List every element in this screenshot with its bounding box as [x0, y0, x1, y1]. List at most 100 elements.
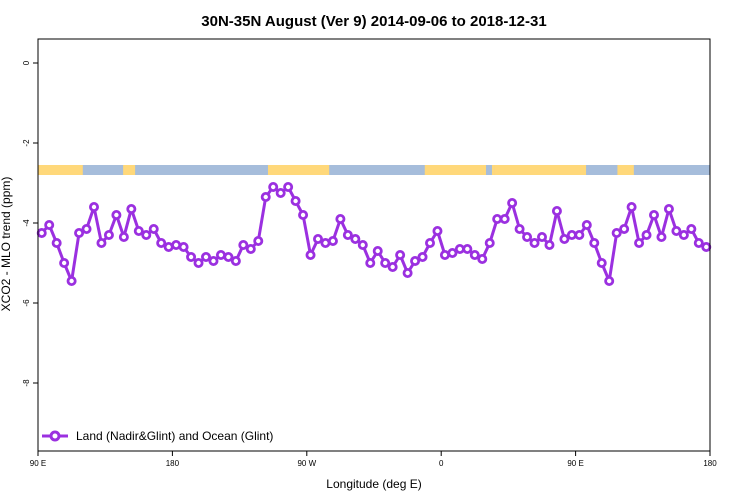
- y-tick-label: -6: [22, 299, 31, 307]
- data-point: [141, 229, 152, 240]
- data-point: [537, 231, 548, 242]
- data-point: [44, 219, 55, 230]
- y-axis-ticks: 0 -2 -4 -6 -8: [22, 60, 38, 387]
- data-point: [701, 241, 712, 252]
- land-band-segment: [617, 165, 634, 175]
- data-point: [238, 239, 249, 250]
- data-point: [103, 229, 114, 240]
- data-point: [74, 227, 85, 238]
- data-point: [335, 213, 346, 224]
- data-point: [365, 257, 376, 268]
- y-axis-label: XCO2 - MLO trend (ppm): [0, 177, 13, 312]
- series-layer: [36, 181, 712, 286]
- data-point: [126, 203, 137, 214]
- data-point: [656, 231, 667, 242]
- y-tick-label: -8: [22, 379, 31, 387]
- legend-label: Land (Nadir&Glint) and Ocean (Glint): [76, 429, 273, 443]
- data-point: [604, 275, 615, 286]
- plot-frame: [37, 38, 711, 452]
- x-tick-label: 0: [439, 459, 444, 468]
- data-point: [417, 251, 428, 262]
- data-point: [283, 181, 294, 192]
- data-point: [178, 241, 189, 252]
- x-axis-ticks: 90 E 180 90 W 0 90 E 180: [30, 451, 717, 468]
- data-point: [402, 267, 413, 278]
- data-point: [350, 233, 361, 244]
- data-point: [298, 209, 309, 220]
- data-point: [357, 239, 368, 250]
- x-tick-label: 90 E: [567, 459, 583, 468]
- data-point: [253, 235, 264, 246]
- data-point: [693, 237, 704, 248]
- data-point: [432, 225, 443, 236]
- data-point: [193, 257, 204, 268]
- data-point: [290, 195, 301, 206]
- data-point: [312, 233, 323, 244]
- data-point: [596, 257, 607, 268]
- land-ocean-band: [38, 165, 710, 175]
- data-point: [230, 255, 241, 266]
- data-point: [118, 231, 129, 242]
- data-point: [447, 247, 458, 258]
- x-tick-label: 90 W: [297, 459, 316, 468]
- data-point: [81, 223, 92, 234]
- land-band-segment: [491, 165, 495, 175]
- y-tick-label: -4: [22, 219, 31, 227]
- data-point: [484, 237, 495, 248]
- data-point: [66, 275, 77, 286]
- data-point: [499, 213, 510, 224]
- data-point: [208, 255, 219, 266]
- data-point: [611, 227, 622, 238]
- data-point: [663, 203, 674, 214]
- data-point: [200, 251, 211, 262]
- data-point: [395, 249, 406, 260]
- data-point: [581, 219, 592, 230]
- land-band-segment: [38, 165, 83, 175]
- data-point: [671, 225, 682, 236]
- data-point: [186, 251, 197, 262]
- legend-marker: [49, 430, 61, 442]
- legend: Land (Nadir&Glint) and Ocean (Glint): [42, 429, 273, 443]
- x-axis-label: Longitude (deg E): [326, 477, 421, 491]
- land-band-segment: [132, 165, 136, 175]
- data-point: [507, 197, 518, 208]
- land-band-segment: [123, 165, 128, 175]
- data-point: [268, 181, 279, 192]
- data-point: [245, 243, 256, 254]
- data-point: [223, 251, 234, 262]
- data-point: [551, 205, 562, 216]
- data-point: [462, 243, 473, 254]
- data-point: [544, 239, 555, 250]
- data-point: [275, 187, 286, 198]
- data-point: [260, 191, 271, 202]
- data-point: [51, 237, 62, 248]
- land-band-segment: [494, 165, 587, 175]
- data-point: [89, 201, 100, 212]
- data-point: [641, 229, 652, 240]
- x-tick-label: 180: [703, 459, 717, 468]
- data-point: [529, 237, 540, 248]
- data-point: [410, 255, 421, 266]
- y-tick-label: 0: [22, 60, 31, 65]
- data-point: [133, 225, 144, 236]
- data-point: [678, 229, 689, 240]
- land-band-segment: [127, 165, 136, 175]
- data-point: [686, 223, 697, 234]
- data-point: [424, 237, 435, 248]
- data-point: [477, 253, 488, 264]
- data-point: [372, 245, 383, 256]
- data-point: [634, 237, 645, 248]
- y-tick-label: -2: [22, 139, 31, 147]
- data-point: [469, 249, 480, 260]
- ocean-band: [38, 165, 710, 175]
- data-point: [156, 237, 167, 248]
- data-point: [327, 235, 338, 246]
- data-point: [649, 209, 660, 220]
- data-point: [111, 209, 122, 220]
- data-point: [380, 257, 391, 268]
- data-point: [619, 223, 630, 234]
- chart-title: 30N-35N August (Ver 9) 2014-09-06 to 201…: [201, 13, 546, 30]
- data-point: [522, 231, 533, 242]
